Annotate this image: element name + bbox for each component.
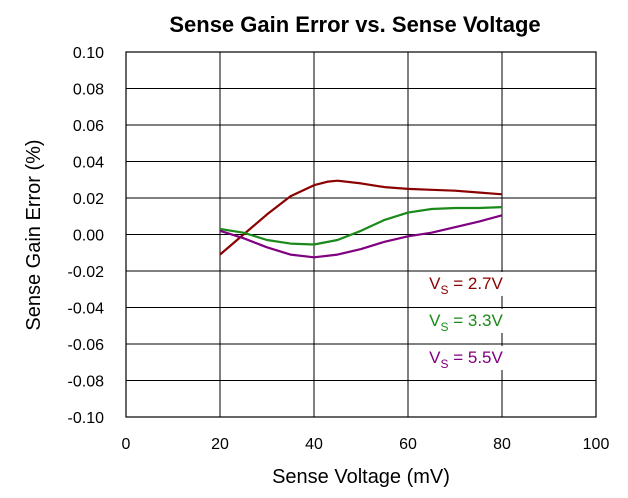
legend-background: [414, 346, 518, 370]
plot-frame: [125, 51, 597, 418]
legend: VS = 2.7V VS = 3.3V VS = 5.5V: [414, 272, 518, 371]
series-line-2: [219, 206, 503, 246]
x-tick-label: 0: [122, 436, 131, 453]
y-tick-labels: 0.10 0.08 0.06 0.04 0.02 0.00 -0.02 -0.04 -0.06 -…: [68, 45, 105, 427]
legend-entry-3: VS = 5.5V: [429, 348, 503, 371]
y-tick-label: 0.02: [73, 191, 104, 208]
y-tick-label: 0.10: [73, 45, 104, 62]
x-axis-label: Sense Voltage (mV): [272, 466, 450, 488]
legend-entry-1: VS = 2.7V: [429, 274, 503, 297]
y-tick-label: -0.08: [68, 374, 105, 391]
y-tick-label: 0.08: [73, 82, 104, 99]
x-tick-label: 80: [493, 436, 511, 453]
y-tick-label: -0.04: [68, 301, 105, 318]
y-tick-label: -0.02: [68, 264, 105, 281]
series-lines: [219, 179, 503, 259]
grid: [125, 51, 597, 418]
y-tick-label: -0.06: [68, 337, 105, 354]
y-tick-label: -0.10: [68, 410, 105, 427]
y-axis-label: Sense Gain Error (%): [23, 139, 45, 330]
x-tick-label: 20: [211, 436, 229, 453]
legend-entry-2: VS = 3.3V: [429, 311, 503, 334]
y-tick-label: 0.00: [73, 228, 104, 245]
y-tick-label: 0.06: [73, 118, 104, 135]
legend-background: [414, 272, 518, 296]
series-line-3: [219, 214, 503, 259]
series-line-1: [219, 179, 503, 256]
x-tick-labels: 0 20 40 60 80 100: [122, 436, 610, 453]
legend-background: [414, 309, 518, 333]
y-tick-label: 0.04: [73, 155, 104, 172]
x-tick-label: 60: [399, 436, 417, 453]
x-tick-label: 100: [583, 436, 610, 453]
x-tick-label: 40: [305, 436, 323, 453]
chart-title: Sense Gain Error vs. Sense Voltage: [169, 12, 540, 37]
